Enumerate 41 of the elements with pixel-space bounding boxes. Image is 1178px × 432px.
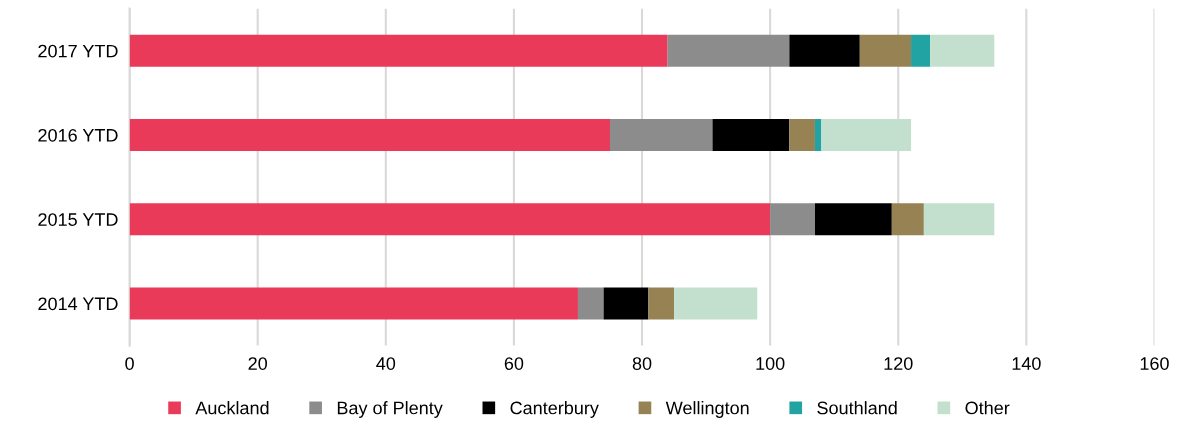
x-tick-label: 100 bbox=[756, 357, 785, 370]
legend-label: Southland bbox=[817, 401, 897, 415]
bar bbox=[609, 118, 713, 152]
bar bbox=[667, 34, 790, 67]
bar bbox=[770, 203, 815, 236]
x-tick-label: 160 bbox=[1140, 357, 1169, 370]
x-tick-label: 40 bbox=[376, 357, 396, 370]
x-tick-label: 140 bbox=[1012, 357, 1041, 370]
bar bbox=[129, 287, 578, 320]
legend-label: Bay of Plenty bbox=[337, 401, 443, 418]
bar bbox=[648, 287, 675, 320]
bar bbox=[789, 118, 815, 152]
y-tick-label: 2015 YTD bbox=[38, 213, 118, 226]
x-tick-label: 60 bbox=[504, 357, 524, 370]
bar bbox=[577, 287, 604, 320]
y-tick-label: 2014 YTD bbox=[38, 297, 118, 311]
bar bbox=[821, 118, 912, 152]
y-tick-label: 2016 YTD bbox=[38, 128, 118, 142]
bar bbox=[129, 118, 610, 152]
bar bbox=[859, 34, 912, 67]
legend-label: Auckland bbox=[195, 401, 269, 415]
bar bbox=[911, 34, 931, 67]
x-tick-label: 80 bbox=[632, 357, 652, 370]
bar bbox=[891, 203, 924, 236]
legend-label: Canterbury bbox=[510, 401, 599, 418]
bar bbox=[923, 203, 995, 236]
x-tick-label: 120 bbox=[884, 357, 913, 370]
legend-label: Wellington bbox=[665, 401, 749, 418]
bar bbox=[674, 287, 758, 320]
bar bbox=[814, 118, 822, 152]
bar bbox=[712, 118, 790, 152]
bar bbox=[129, 34, 668, 67]
bar bbox=[603, 287, 649, 320]
x-tick-label: 0 bbox=[125, 357, 134, 370]
x-tick-label: 20 bbox=[248, 357, 268, 370]
bar bbox=[930, 34, 995, 67]
legend-label: Other bbox=[965, 401, 1010, 415]
bar bbox=[814, 203, 892, 236]
bar bbox=[129, 203, 771, 236]
bar bbox=[789, 34, 860, 67]
y-tick-label: 2017 YTD bbox=[38, 44, 118, 58]
